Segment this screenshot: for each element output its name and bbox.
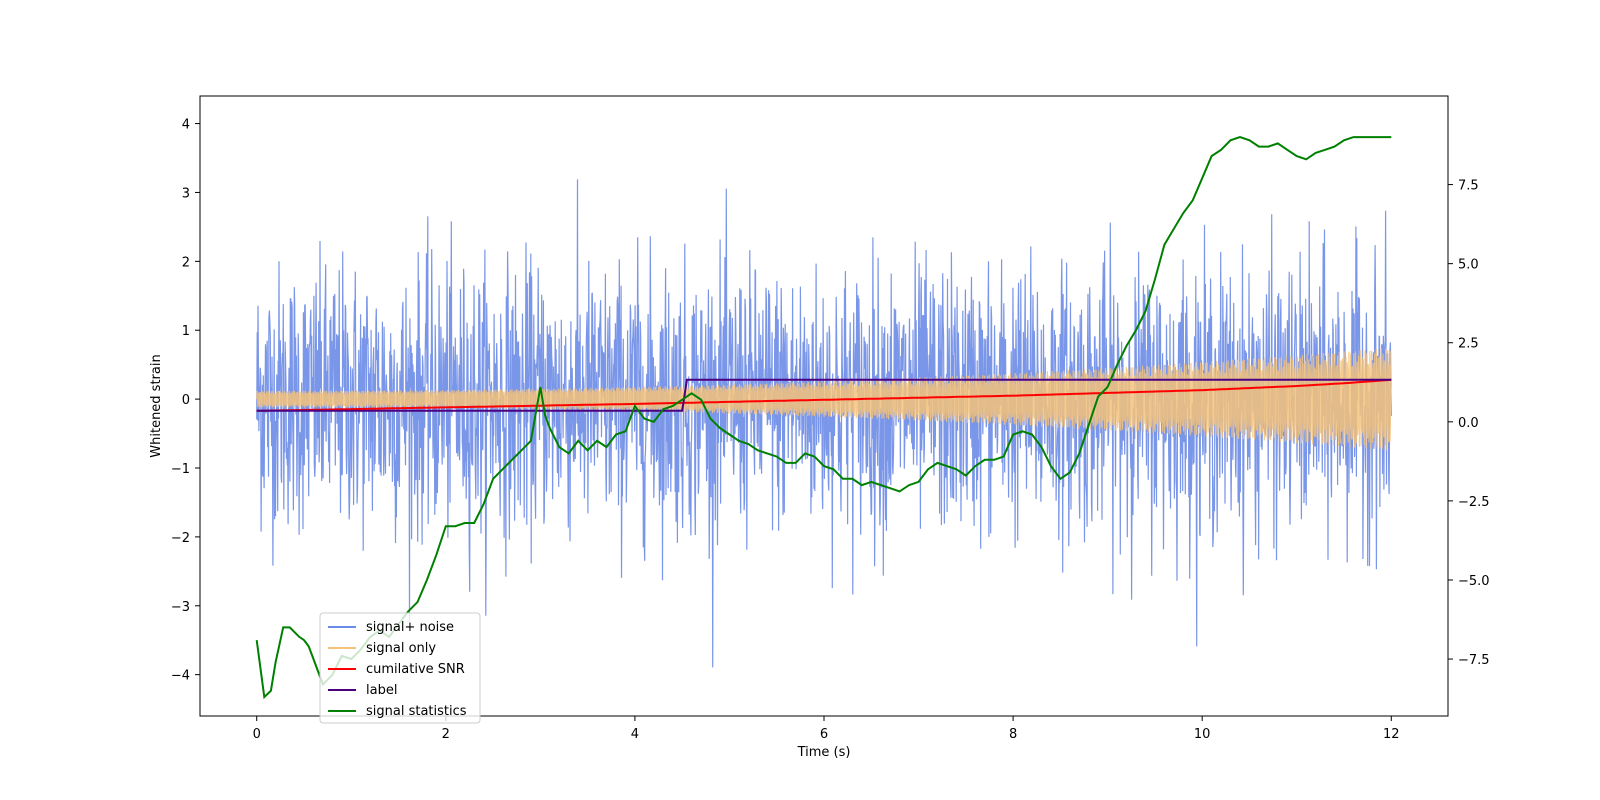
y2-tick-label: 2.5 [1458,337,1479,352]
y-tick-label: −3 [171,600,190,615]
legend-box [319,612,481,724]
series-signal-only [256,348,1392,451]
x-tick-label: 8 [1009,727,1017,742]
x-tick-label: 10 [1194,727,1211,742]
y2-axis-ticks: −7.5 −5.0 −2.5 0.0 2.5 5.0 7.5 [1448,179,1490,668]
y-tick-label: 0 [182,393,190,408]
y2-tick-label: 7.5 [1458,179,1479,194]
legend-label-cumilative-snr: cumilative SNR [366,662,465,677]
y-tick-label: 1 [182,324,190,339]
x-tick-label: 4 [631,727,639,742]
series-cumilative-snr [256,378,1392,412]
series-label [256,378,1392,412]
y-axis-label: Whitened strain [149,354,164,457]
y-axis-ticks: −4 −3 −2 −1 0 1 2 3 4 [171,118,200,684]
legend-label-label: label [366,683,397,698]
series-signal-statistics [255,136,1392,700]
plot-area [255,136,1392,700]
x-tick-label: 2 [442,727,450,742]
x-tick-label: 6 [820,727,828,742]
y2-tick-label: 0.0 [1458,416,1479,431]
legend-label-signal-only: signal only [366,641,436,656]
y2-tick-label: 5.0 [1458,258,1479,273]
y-tick-label: −2 [171,531,190,546]
y-tick-label: −4 [171,669,190,684]
legend-label-signal-statistics: signal statistics [366,704,467,719]
y2-tick-label: −7.5 [1458,653,1490,668]
x-tick-label: 12 [1383,727,1400,742]
y-tick-label: 3 [182,186,190,201]
y-tick-label: −1 [171,462,190,477]
legend: signal+ noise signal only cumilative SNR… [319,612,481,724]
y-tick-label: 4 [182,118,190,133]
x-axis-label: Time (s) [797,745,851,760]
x-tick-label: 0 [253,727,261,742]
y2-tick-label: −2.5 [1458,495,1490,510]
y2-tick-label: −5.0 [1458,574,1490,589]
y-tick-label: 2 [182,255,190,270]
legend-label-signal-noise: signal+ noise [366,620,454,635]
